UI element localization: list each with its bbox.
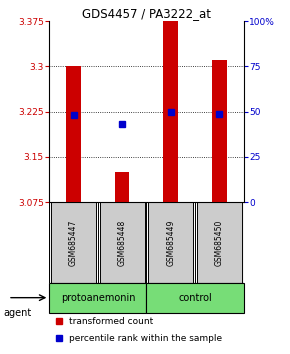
Text: transformed count: transformed count xyxy=(69,317,153,326)
Title: GDS4457 / PA3222_at: GDS4457 / PA3222_at xyxy=(82,7,211,20)
Text: GSM685449: GSM685449 xyxy=(166,219,175,266)
Text: protoanemonin: protoanemonin xyxy=(61,293,135,303)
Bar xyxy=(197,202,242,282)
Text: control: control xyxy=(178,293,212,303)
Bar xyxy=(164,21,178,202)
Text: GSM685450: GSM685450 xyxy=(215,219,224,266)
Bar xyxy=(51,202,96,282)
Text: GSM685448: GSM685448 xyxy=(118,219,127,266)
Bar xyxy=(148,202,193,282)
Text: agent: agent xyxy=(3,308,31,318)
Bar xyxy=(49,282,146,313)
Bar xyxy=(115,172,129,202)
Bar xyxy=(146,282,244,313)
Text: GSM685447: GSM685447 xyxy=(69,219,78,266)
Bar xyxy=(212,61,226,202)
Bar xyxy=(100,202,144,282)
Bar xyxy=(66,67,81,202)
Text: percentile rank within the sample: percentile rank within the sample xyxy=(69,334,222,343)
